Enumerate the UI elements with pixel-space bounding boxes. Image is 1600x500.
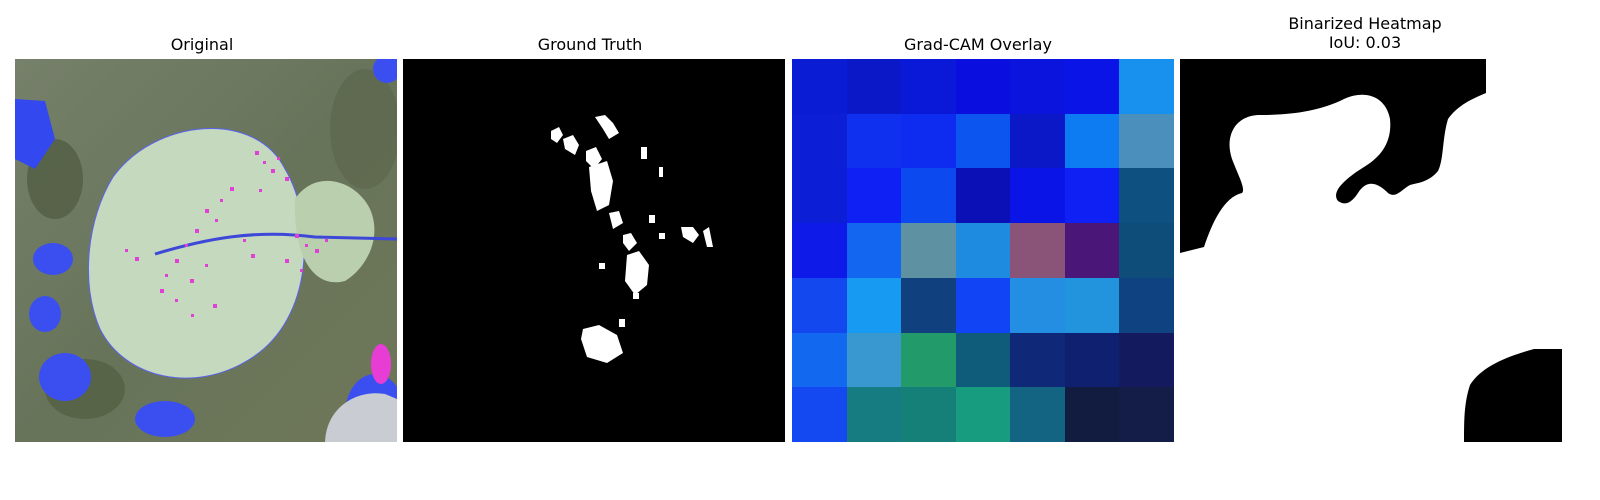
gradcam-cell [1010,168,1065,223]
blue-artifact [15,99,55,169]
gradcam-cell [1119,333,1174,387]
leaf [87,128,305,379]
binarized-region-bottom [1464,349,1562,442]
gradcam-cell [1010,387,1065,442]
gradcam-cell [1010,114,1065,168]
gradcam-cell [792,114,847,168]
gradcam-cell [901,278,956,333]
mask-regions [551,115,713,363]
gradcam-overlay [792,59,1174,442]
gradcam-cell [847,278,901,333]
gradcam-cell [792,168,847,223]
gradcam-cell [792,59,847,114]
iou-subtitle: IoU: 0.03 [1328,33,1402,52]
gradcam-cell [1065,223,1119,278]
panel-title-binarized: Binarized Heatmap IoU: 0.03 [1165,14,1565,52]
ground-truth-svg [403,59,785,442]
gradcam-cell [792,223,847,278]
gradcam-cell [1010,278,1065,333]
gradcam-cell [847,223,901,278]
panel-title-original: Original [170,35,234,54]
gradcam-cell [1010,333,1065,387]
gradcam-cell [1010,59,1065,114]
gradcam-cell [847,333,901,387]
original-image-svg [15,59,397,442]
binarized-svg [1180,59,1562,442]
gradcam-cell [901,168,956,223]
binarized-heatmap [1180,59,1562,442]
disease-spots [125,151,328,317]
gradcam-cell [1119,223,1174,278]
gradcam-cell [1065,114,1119,168]
gradcam-cell [956,168,1010,223]
gradcam-cell [1065,278,1119,333]
gradcam-cell [1010,223,1065,278]
gradcam-cell [956,223,1010,278]
original-image [15,59,397,442]
gradcam-cell [1065,168,1119,223]
gradcam-cell [1119,387,1174,442]
gradcam-cell [956,387,1010,442]
gradcam-cell [1065,333,1119,387]
gradcam-cell [1119,278,1174,333]
gradcam-cell [847,387,901,442]
gradcam-cell [1119,59,1174,114]
gradcam-cell [956,278,1010,333]
gradcam-cell [956,59,1010,114]
binarized-title: Binarized Heatmap [1288,14,1442,33]
gradcam-cell [1065,387,1119,442]
gradcam-grid [792,59,1174,442]
gradcam-cell [1065,59,1119,114]
gradcam-cell [847,59,901,114]
gradcam-cell [1119,114,1174,168]
gradcam-cell [847,168,901,223]
gradcam-cell [792,333,847,387]
leaf-corner [325,393,397,442]
binarized-region-top [1180,59,1486,253]
gradcam-cell [956,114,1010,168]
gradcam-cell [901,333,956,387]
panel-title-gradcam: Grad-CAM Overlay [904,35,1052,54]
second-leaf [294,180,375,283]
gradcam-cell [956,333,1010,387]
gradcam-cell [901,223,956,278]
gradcam-cell [792,387,847,442]
gradcam-cell [901,114,956,168]
gradcam-cell [847,114,901,168]
gradcam-cell [901,59,956,114]
midrib [154,232,397,256]
panel-title-ground-truth: Ground Truth [537,35,643,54]
gradcam-cell [901,387,956,442]
gradcam-cell [1119,168,1174,223]
gradcam-cell [792,278,847,333]
ground-truth-mask [403,59,785,442]
